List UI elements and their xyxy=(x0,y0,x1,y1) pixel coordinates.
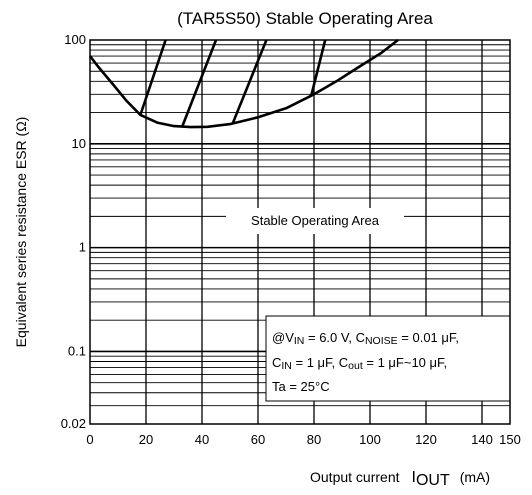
x-tick-label: 120 xyxy=(415,432,437,447)
chart-title: (TAR5S50) Stable Operating Area xyxy=(177,9,433,28)
x-tick-label: 100 xyxy=(359,432,381,447)
region-label: Stable Operating Area xyxy=(251,213,380,228)
x-tick-label: 150 xyxy=(499,432,521,447)
y-axis-label: Equivalent series resistance ESR (Ω) xyxy=(13,117,29,348)
conditions-line-1: @VIN = 6.0 V, CNOISE = 0.01 μF, xyxy=(272,330,459,347)
x-tick-label: 20 xyxy=(139,432,153,447)
conditions-box xyxy=(265,315,511,402)
y-tick-label: 0.02 xyxy=(61,416,86,431)
x-axis-label: Output current IOUT (mA) xyxy=(310,469,490,489)
x-tick-label: 60 xyxy=(251,432,265,447)
conditions-line-2: CIN = 1 μF, Cout = 1 μF~10 μF, xyxy=(272,355,447,372)
unstable-hatch-line xyxy=(139,39,167,116)
plot-marks xyxy=(88,38,399,129)
x-tick-label: 40 xyxy=(195,432,209,447)
y-tick-label: 1 xyxy=(79,240,86,255)
unstable-hatch-line xyxy=(181,39,218,127)
region-label-background xyxy=(226,208,404,234)
x-tick-label: 140 xyxy=(471,432,493,447)
x-tick-label: 80 xyxy=(307,432,321,447)
y-tick-label: 100 xyxy=(64,32,86,47)
tick-labels: 0 20 40 60 80 100 120 140 150 0.02 0.1 1 10 100 xyxy=(61,32,521,447)
stability-boundary-line xyxy=(88,38,399,129)
x-tick-label: 0 xyxy=(86,432,93,447)
conditions-line-3: Ta = 25°C xyxy=(272,379,330,394)
unstable-hatch-line xyxy=(231,39,268,124)
unstable-hatch-line xyxy=(309,39,327,97)
y-tick-label: 10 xyxy=(72,136,86,151)
y-tick-label: 0.1 xyxy=(68,343,86,358)
plot-frame xyxy=(89,39,511,425)
